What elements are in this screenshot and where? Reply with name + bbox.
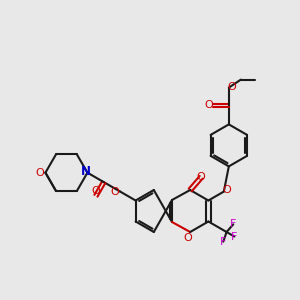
Text: N: N <box>80 165 90 178</box>
Text: O: O <box>223 184 231 195</box>
Text: O: O <box>227 82 236 92</box>
Text: O: O <box>197 172 206 182</box>
Text: F: F <box>220 237 226 247</box>
Text: O: O <box>184 233 193 243</box>
Text: O: O <box>205 100 214 110</box>
Text: O: O <box>92 186 100 196</box>
Text: F: F <box>231 232 238 242</box>
Text: F: F <box>230 219 236 229</box>
Text: O: O <box>111 187 119 196</box>
Text: O: O <box>35 168 44 178</box>
